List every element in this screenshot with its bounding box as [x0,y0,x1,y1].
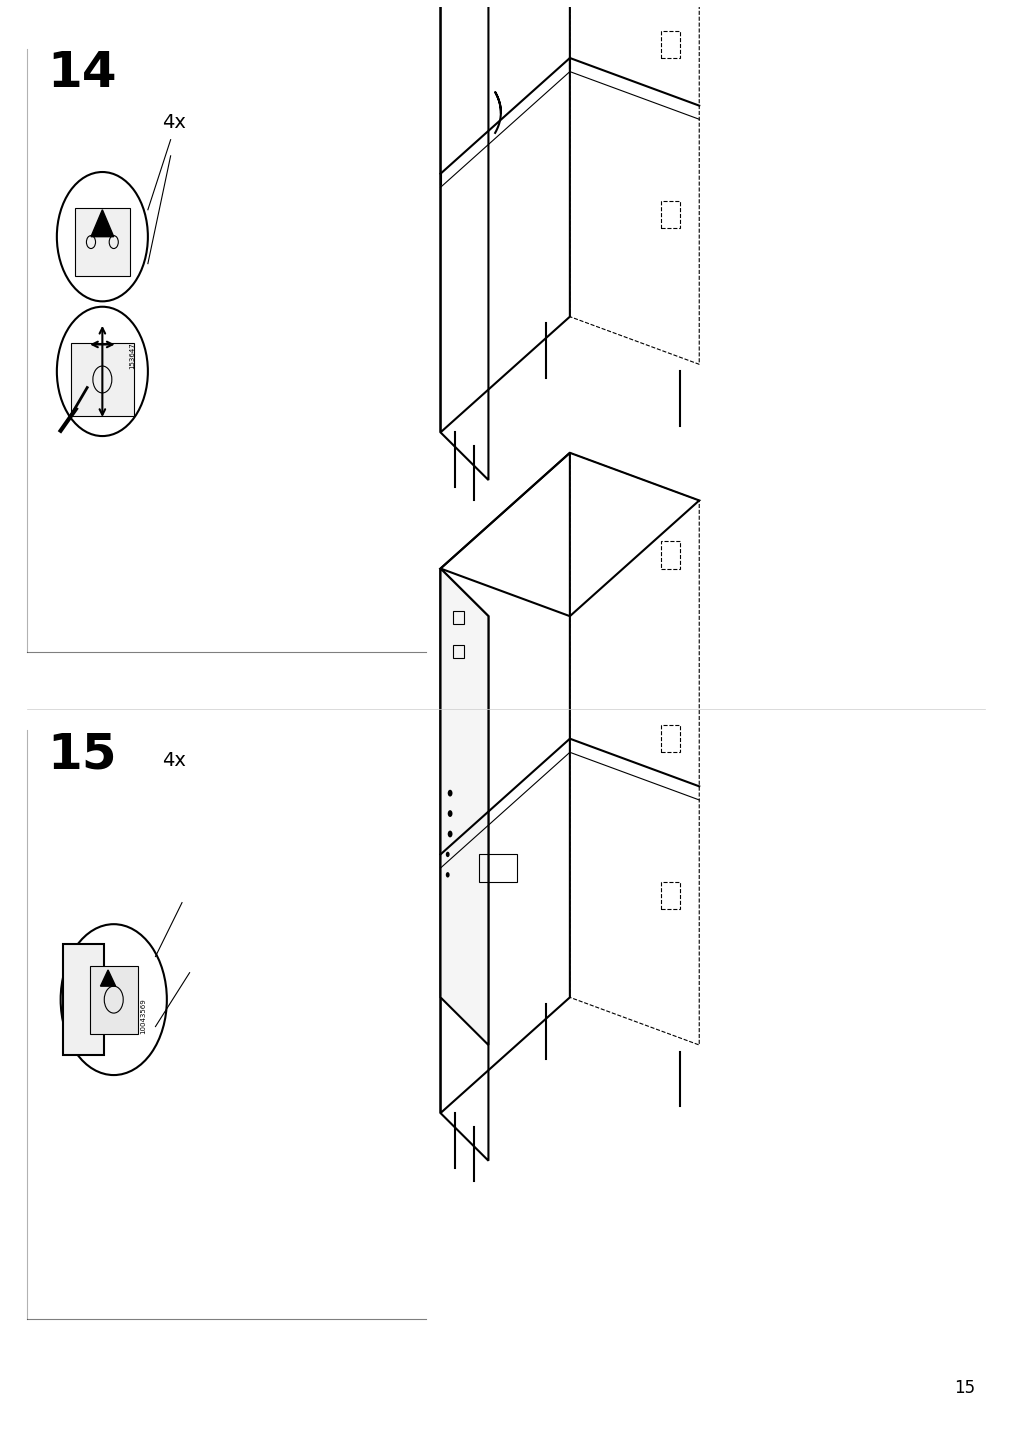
FancyBboxPatch shape [71,342,133,417]
Text: 14: 14 [47,50,116,97]
Text: 10043569: 10043569 [141,998,147,1034]
Polygon shape [440,569,488,1045]
Circle shape [446,852,449,858]
Text: 153647: 153647 [128,342,134,368]
Circle shape [447,831,452,838]
FancyBboxPatch shape [90,965,137,1034]
Text: 15: 15 [47,730,116,778]
Text: 4x: 4x [162,113,185,132]
FancyBboxPatch shape [63,944,103,1055]
Text: 15: 15 [953,1379,975,1396]
Text: 4x: 4x [162,752,185,770]
Circle shape [447,789,452,796]
FancyBboxPatch shape [75,208,130,276]
Circle shape [446,872,449,878]
Polygon shape [100,969,115,987]
Polygon shape [91,209,113,236]
Circle shape [447,811,452,818]
